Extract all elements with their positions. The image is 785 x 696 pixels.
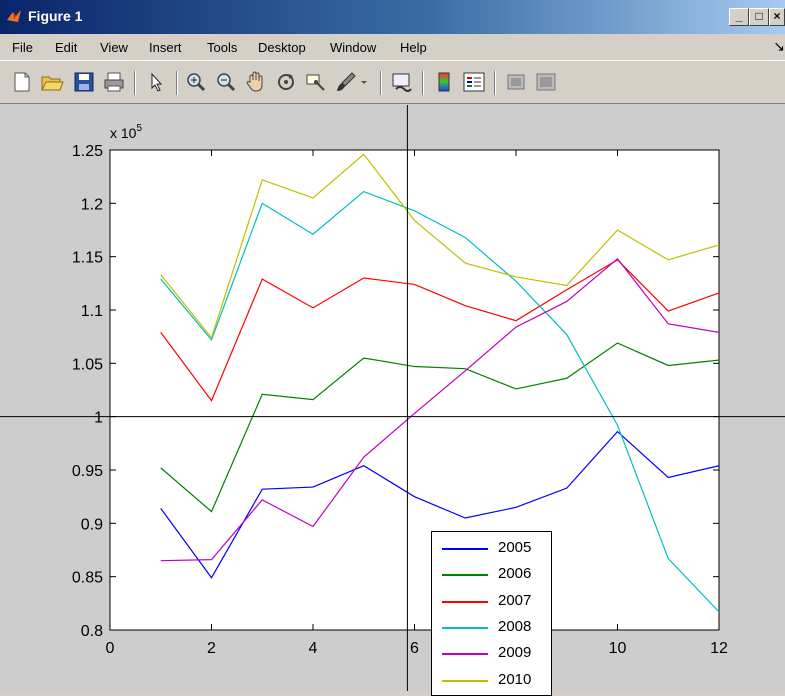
y-tick-label: 1 xyxy=(94,410,103,427)
series-line-2005[interactable] xyxy=(160,430,720,579)
hide-plot-tools-icon[interactable] xyxy=(504,71,528,93)
legend-entry-2005[interactable]: 2005 xyxy=(432,536,553,562)
y-tick-label: 0.8 xyxy=(81,623,103,640)
series-line-2009[interactable] xyxy=(160,257,720,562)
axis-ticks: 0246810120.80.850.90.9511.051.11.151.21.… xyxy=(72,143,728,657)
y-tick-label: 1.05 xyxy=(72,356,103,373)
y-tick-label: 1.1 xyxy=(81,303,103,320)
toolbar-separator xyxy=(494,71,496,95)
brush-icon[interactable] xyxy=(334,71,358,93)
zoom-in-icon[interactable] xyxy=(184,71,208,93)
legend-label: 2007 xyxy=(498,591,532,609)
menu-help[interactable]: Help xyxy=(400,40,427,55)
rotate-3d-icon[interactable] xyxy=(274,71,298,93)
maximize-button[interactable]: □ xyxy=(749,8,769,26)
axes-box[interactable] xyxy=(109,149,720,631)
menu-file[interactable]: File xyxy=(12,40,33,55)
zoom-out-icon[interactable] xyxy=(214,71,238,93)
menubar-dock-arrow-icon[interactable]: ↘ xyxy=(773,38,785,54)
x-tick-label: 0 xyxy=(106,640,115,657)
edit-plot-arrow-icon[interactable] xyxy=(144,71,168,93)
legend-entry-2009[interactable]: 2009 xyxy=(432,641,553,667)
legend-line-swatch xyxy=(442,626,488,629)
x-tick-label: 2 xyxy=(207,640,216,657)
y-tick-label: 1.25 xyxy=(72,143,103,160)
y-tick-label: 1.2 xyxy=(81,196,103,213)
menu-bar: File Edit View Insert Tools Desktop Wind… xyxy=(0,34,785,60)
legend-icon[interactable] xyxy=(462,71,486,93)
x-tick-label: 10 xyxy=(609,640,627,657)
data-cursor-icon[interactable] xyxy=(304,71,328,93)
window-title: Figure 1 xyxy=(28,8,83,24)
y-tick-label: 0.9 xyxy=(81,516,103,533)
toolbar-separator xyxy=(134,71,136,95)
legend-line-swatch xyxy=(442,653,488,656)
menu-window[interactable]: Window xyxy=(330,40,377,55)
brush-dropdown-icon[interactable] xyxy=(358,71,370,93)
close-button[interactable]: × xyxy=(769,8,785,26)
legend-label: 2010 xyxy=(498,670,532,688)
y-tick-label: 0.85 xyxy=(72,570,103,587)
line-plot: 0246810120.80.850.90.9511.051.11.151.21.… xyxy=(0,105,785,691)
legend-line-swatch xyxy=(442,548,488,550)
series-group xyxy=(160,153,720,613)
figure-canvas[interactable]: 0246810120.80.850.90.9511.051.11.151.21.… xyxy=(0,105,785,696)
colorbar-icon[interactable] xyxy=(432,71,456,93)
series-line-2007[interactable] xyxy=(160,259,720,402)
legend-line-swatch xyxy=(442,679,488,682)
legend-label: 2008 xyxy=(498,617,532,635)
x-tick-label: 12 xyxy=(710,640,728,657)
x-tick-label: 4 xyxy=(309,640,318,657)
matlab-logo-icon xyxy=(7,10,21,22)
print-icon[interactable] xyxy=(102,71,126,93)
pan-hand-icon[interactable] xyxy=(244,71,268,93)
legend-label: 2005 xyxy=(498,539,532,556)
legend-line-swatch xyxy=(442,574,488,577)
menu-tools[interactable]: Tools xyxy=(207,40,238,55)
new-figure-icon[interactable] xyxy=(10,71,34,93)
menu-desktop[interactable]: Desktop xyxy=(258,40,306,55)
menu-view[interactable]: View xyxy=(100,40,128,55)
series-line-2008[interactable] xyxy=(160,190,720,613)
figure-toolbar xyxy=(0,60,785,104)
link-plot-icon[interactable] xyxy=(390,71,414,93)
y-tick-label: 1.15 xyxy=(72,250,103,267)
y-tick-label: 0.95 xyxy=(72,463,103,480)
crosshair xyxy=(0,105,785,691)
legend-entry-2007[interactable]: 2007 xyxy=(432,589,553,615)
y-exponent-label: x 105 xyxy=(110,123,142,141)
legend-entry-2008[interactable]: 2008 xyxy=(432,615,553,641)
save-icon[interactable] xyxy=(72,71,96,93)
series-line-2010[interactable] xyxy=(160,153,720,339)
toolbar-separator xyxy=(422,71,424,95)
series-line-2006[interactable] xyxy=(160,342,720,513)
show-plot-tools-icon[interactable] xyxy=(534,71,558,93)
minimize-button[interactable]: _ xyxy=(729,8,749,26)
toolbar-separator xyxy=(176,71,178,95)
legend-label: 2009 xyxy=(498,644,532,662)
x-tick-label: 6 xyxy=(410,640,419,657)
legend[interactable]: 2005 2006 2007 2008 2009 2010 xyxy=(431,531,552,696)
legend-label: 2006 xyxy=(498,565,532,583)
legend-entry-2006[interactable]: 2006 xyxy=(432,562,553,588)
menu-insert[interactable]: Insert xyxy=(149,40,182,55)
legend-entry-2010[interactable]: 2010 xyxy=(432,668,553,694)
open-file-icon[interactable] xyxy=(40,71,64,93)
title-bar[interactable]: Figure 1 _ □ × xyxy=(0,0,785,34)
toolbar-separator xyxy=(380,71,382,95)
menu-edit[interactable]: Edit xyxy=(55,40,78,55)
legend-line-swatch xyxy=(442,600,488,603)
